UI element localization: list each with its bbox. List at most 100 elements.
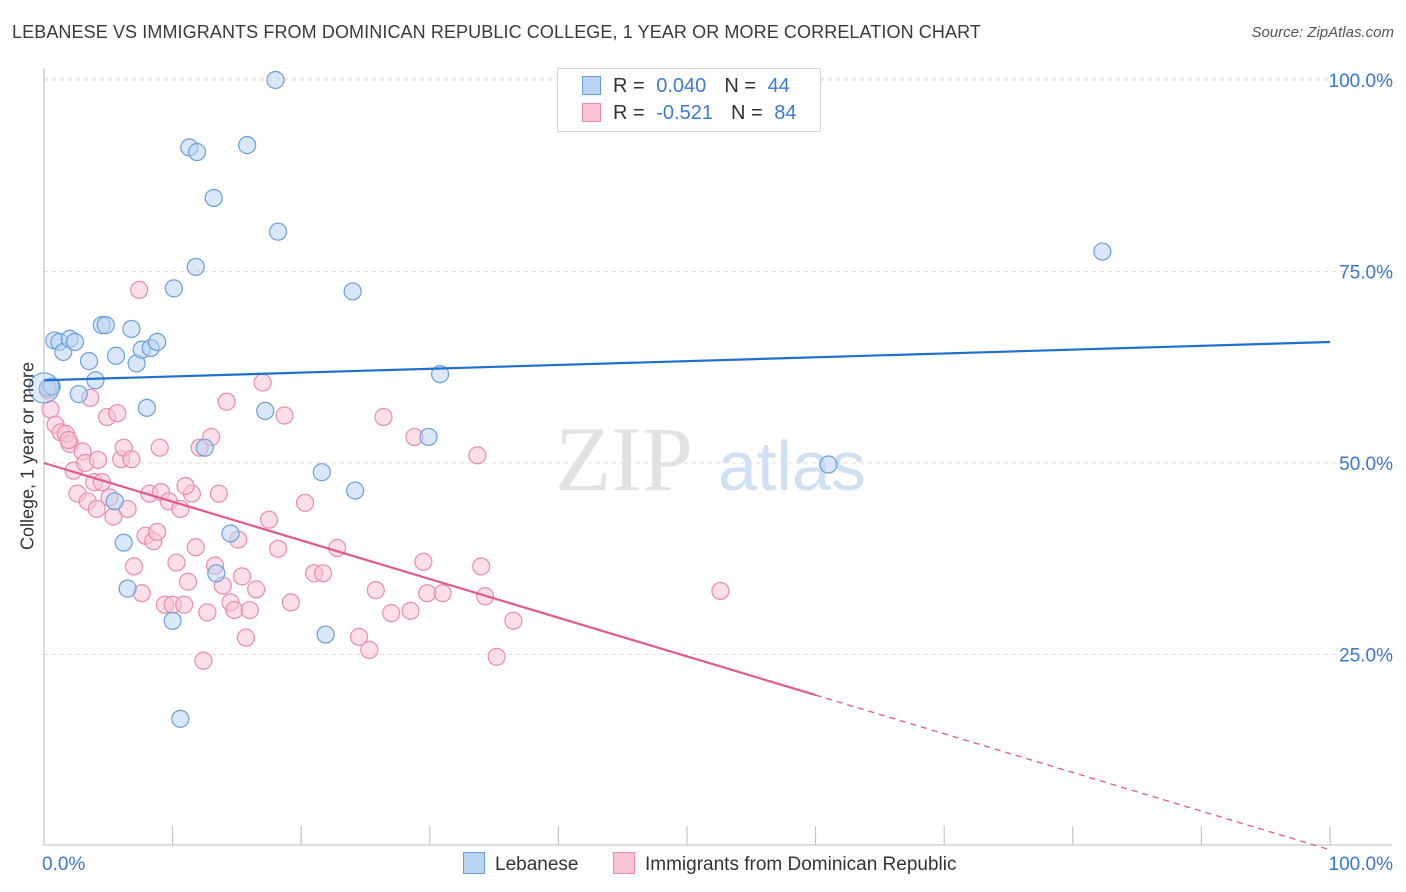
legend-n-value: 44 <box>767 75 790 97</box>
bottom-legend-dominican: Immigrants from Dominican Republic <box>613 852 957 876</box>
dominican-point <box>178 572 198 591</box>
axes <box>43 68 1392 846</box>
lebanese-point <box>137 398 156 417</box>
trend-line-0 <box>43 340 1331 382</box>
lebanese-point <box>171 709 190 728</box>
legend-r-label: R = <box>613 75 645 97</box>
dominican-point <box>349 627 369 646</box>
lebanese-point <box>819 455 838 474</box>
legend-row-lebanese: R = 0.040 N = 44 <box>582 75 790 99</box>
lebanese-point <box>268 222 288 241</box>
dominican-point <box>433 584 452 603</box>
lebanese-point <box>195 438 214 457</box>
lebanese-point <box>65 332 84 352</box>
dominican-point <box>108 404 127 423</box>
lebanese-point <box>163 611 182 630</box>
tick-labels: 25.0% 50.0% 75.0% 100.0% 0.0% 100.0% <box>42 71 1393 875</box>
dominican-point <box>275 406 294 425</box>
source-label: Source: ZipAtlas.com <box>1251 24 1394 41</box>
watermark: ZIP atlas <box>555 408 866 510</box>
lebanese-point <box>316 625 335 644</box>
lebanese-point <box>430 365 450 384</box>
x-tick-label-min: 0.0% <box>42 854 85 875</box>
legend-label-lebanese: Lebanese <box>495 854 579 875</box>
lebanese-point <box>106 346 126 365</box>
dominican-point <box>232 567 252 586</box>
lebanese-point <box>266 70 285 90</box>
dominican-point <box>186 538 205 557</box>
dominican-point <box>122 450 141 469</box>
series-lebanese-points <box>28 70 1112 728</box>
dominican-point <box>240 600 259 620</box>
lebanese-point <box>164 279 183 298</box>
lebanese-point <box>207 564 226 583</box>
dominican-point <box>259 510 279 529</box>
y-axis-label: College, 1 year or more <box>17 361 38 551</box>
lebanese-point <box>114 533 133 552</box>
watermark-zip: ZIP <box>555 408 693 510</box>
dominican-point <box>295 493 315 512</box>
legend-swatch-pink <box>613 852 635 874</box>
dominican-point <box>217 392 236 411</box>
dominican-point <box>225 600 244 620</box>
legend-swatch-pink <box>582 103 601 122</box>
dominican-point <box>175 595 194 614</box>
lebanese-point <box>96 316 115 335</box>
dominican-point <box>253 373 272 392</box>
lebanese-point <box>256 401 275 421</box>
dominican-point <box>236 628 256 647</box>
legend-r-value: -0.521 <box>656 102 713 124</box>
lebanese-point <box>122 319 141 339</box>
lebanese-point <box>79 352 99 371</box>
watermark-atlas: atlas <box>718 427 866 505</box>
y-tick-label: 25.0% <box>1339 646 1393 667</box>
lebanese-point <box>238 136 257 155</box>
dominican-point <box>150 438 169 457</box>
trend-line-dashed-1 <box>815 694 1331 851</box>
dominican-point <box>487 647 506 666</box>
correlation-legend: R = 0.040 N = 44 R = -0.521 N = 84 <box>557 68 821 132</box>
y-tick-label: 75.0% <box>1339 263 1393 284</box>
lebanese-point <box>148 332 167 352</box>
lebanese-point <box>105 492 124 511</box>
dominican-point <box>209 484 228 503</box>
dominican-point <box>418 584 437 603</box>
legend-swatch-blue <box>582 76 601 95</box>
dominican-point <box>281 593 301 612</box>
lebanese-point <box>419 427 438 447</box>
bottom-legend-lebanese: Lebanese <box>463 852 578 876</box>
legend-n-label: N = <box>724 75 756 97</box>
lebanese-point <box>187 142 207 162</box>
lebanese-point <box>118 579 137 598</box>
dominican-point <box>124 557 144 576</box>
legend-n-value: 84 <box>774 102 797 124</box>
dominican-point <box>268 539 288 558</box>
lebanese-point <box>69 384 88 404</box>
trend-line-solid-1 <box>43 461 816 697</box>
legend-r-label: R = <box>613 102 645 124</box>
dominican-point <box>88 450 108 470</box>
chart-title: LEBANESE VS IMMIGRANTS FROM DOMINICAN RE… <box>12 22 981 42</box>
dominican-point <box>360 640 379 660</box>
lebanese-point <box>221 524 240 543</box>
dominican-point <box>414 552 433 571</box>
lebanese-point <box>346 481 365 500</box>
legend-n-label: N = <box>730 102 763 124</box>
dominican-point <box>148 522 167 542</box>
dominican-point <box>401 601 420 620</box>
dominican-point <box>194 651 213 670</box>
dominican-point <box>366 581 385 600</box>
dominican-point <box>711 581 730 601</box>
lebanese-point <box>312 463 331 482</box>
dominican-point <box>468 446 487 465</box>
legend-swatch-blue <box>463 852 485 874</box>
lebanese-point <box>86 371 105 390</box>
dominican-point <box>374 407 393 427</box>
y-tick-label: 50.0% <box>1339 454 1393 475</box>
x-tick-label-max: 100.0% <box>1329 854 1394 875</box>
lebanese-point <box>204 188 223 208</box>
dominican-point <box>198 603 217 622</box>
dominican-point <box>167 553 186 572</box>
lebanese-point <box>186 257 205 277</box>
